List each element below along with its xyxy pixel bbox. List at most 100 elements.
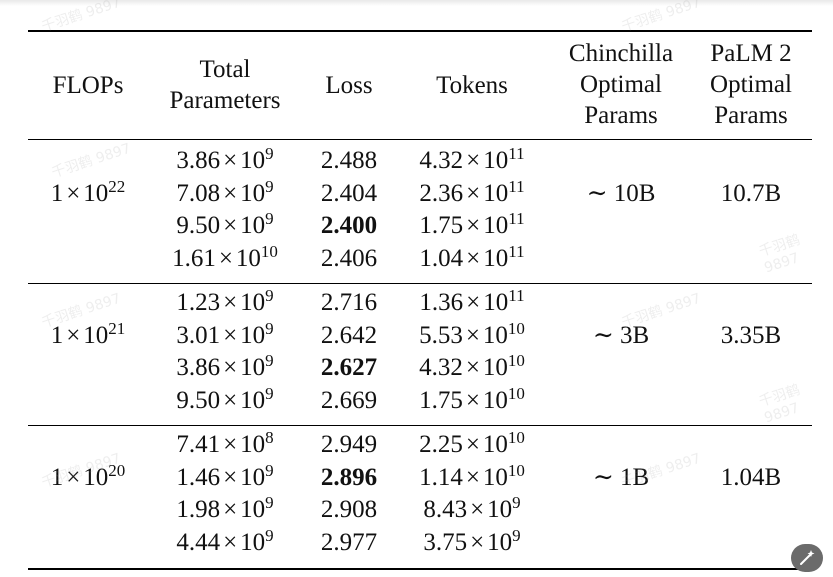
times-symbol: × bbox=[223, 179, 238, 207]
mantissa: 3.86 bbox=[176, 147, 221, 174]
params-cell: 1.46 × 109 bbox=[176, 460, 274, 491]
tokens-cell: 5.53 × 1010 bbox=[419, 318, 525, 349]
palm2-cell: 1.04B bbox=[720, 463, 782, 491]
exponent: 11 bbox=[508, 241, 525, 261]
loss-cell: 2.406 bbox=[320, 244, 378, 272]
mantissa: 1.75 bbox=[419, 212, 464, 239]
times-symbol: × bbox=[223, 528, 238, 556]
exponent: 22 bbox=[108, 176, 126, 196]
exponent: 21 bbox=[108, 318, 126, 338]
mantissa: 1.36 bbox=[419, 289, 464, 316]
times-symbol: × bbox=[466, 212, 481, 239]
exponent: 10 bbox=[507, 351, 525, 370]
params-cell: 1.23 × 109 bbox=[176, 286, 274, 316]
exponent: 11 bbox=[508, 209, 525, 228]
times-symbol: × bbox=[465, 463, 480, 491]
exponent: 11 bbox=[508, 176, 525, 196]
header-line: Parameters bbox=[169, 87, 281, 114]
mantissa: 3.01 bbox=[176, 321, 221, 349]
flops-cell: 1 × 1022 bbox=[50, 176, 126, 207]
edit-image-button[interactable] bbox=[791, 544, 823, 572]
mantissa: 3.75 bbox=[423, 528, 468, 556]
params-cell: 7.41 × 108 bbox=[176, 428, 274, 458]
header-chinchilla-optimal-params: Chinchilla Optimal Params bbox=[555, 38, 687, 131]
header-rule bbox=[28, 139, 812, 140]
tokens-cell: 8.43 × 109 bbox=[423, 493, 521, 523]
loss-cell: 2.404 bbox=[320, 179, 378, 207]
tokens-cell: 1.04 × 1011 bbox=[419, 241, 525, 272]
exponent: 9 bbox=[265, 286, 274, 305]
params-cell: 4.44 × 109 bbox=[176, 525, 274, 556]
tokens-cell: 1.36 × 1011 bbox=[419, 286, 525, 316]
mantissa: 4.32 bbox=[419, 147, 464, 174]
header-line: Params bbox=[714, 102, 788, 129]
times-symbol: × bbox=[466, 289, 481, 316]
mantissa: 1.23 bbox=[176, 289, 221, 316]
header-total-parameters: Total Parameters bbox=[150, 54, 300, 116]
tokens-cell: 4.32 × 1010 bbox=[419, 351, 525, 381]
times-symbol: × bbox=[66, 321, 81, 349]
exponent: 10 bbox=[507, 460, 525, 480]
header-palm2-optimal-params: PaLM 2 Optimal Params bbox=[690, 38, 812, 131]
palm2-cell: 10.7B bbox=[720, 179, 782, 207]
times-symbol: × bbox=[223, 431, 238, 458]
header-line: Optimal bbox=[580, 71, 662, 98]
header-line: Optimal bbox=[710, 71, 792, 98]
group-rule bbox=[28, 283, 812, 284]
loss-cell: 2.400 bbox=[320, 212, 378, 239]
mantissa: 1.61 bbox=[172, 244, 216, 272]
times-symbol: × bbox=[223, 147, 238, 174]
header-flops: FLOPs bbox=[52, 72, 124, 99]
exponent: 9 bbox=[265, 209, 274, 228]
times-symbol: × bbox=[466, 179, 481, 207]
flops-cell: 1 × 1020 bbox=[50, 460, 126, 491]
times-symbol: × bbox=[223, 289, 238, 316]
loss-cell: 2.896 bbox=[320, 463, 378, 491]
mantissa: 1 bbox=[50, 179, 64, 207]
watermark: 千羽鹤 9897 bbox=[49, 140, 133, 182]
header-line: PaLM 2 bbox=[710, 40, 792, 67]
mantissa: 4.32 bbox=[419, 354, 463, 381]
table-bottom-rule bbox=[28, 568, 812, 570]
times-symbol: × bbox=[465, 431, 480, 458]
tokens-cell: 3.75 × 109 bbox=[423, 525, 521, 556]
chinchilla-cell: ∼ 10B bbox=[586, 179, 656, 207]
header-line: Total bbox=[199, 56, 251, 83]
magic-wand-icon bbox=[800, 550, 815, 565]
times-symbol: × bbox=[466, 147, 481, 174]
exponent: 9 bbox=[265, 493, 274, 512]
exponent: 11 bbox=[508, 286, 525, 305]
mantissa: 4.44 bbox=[176, 528, 221, 556]
loss-cell: 2.488 bbox=[320, 147, 378, 174]
exponent: 9 bbox=[265, 383, 274, 403]
mantissa: 1.46 bbox=[176, 463, 221, 491]
mantissa: 2.25 bbox=[419, 431, 463, 458]
mantissa: 1.04 bbox=[419, 244, 464, 272]
params-cell: 3.86 × 109 bbox=[176, 144, 274, 174]
times-symbol: × bbox=[470, 496, 485, 523]
exponent: 9 bbox=[265, 460, 274, 480]
tokens-cell: 2.36 × 1011 bbox=[419, 176, 525, 207]
header-line: Chinchilla bbox=[568, 40, 674, 67]
loss-cell: 2.642 bbox=[320, 321, 378, 349]
mantissa: 1 bbox=[50, 463, 64, 491]
exponent: 8 bbox=[265, 428, 274, 447]
mantissa: 1 bbox=[50, 321, 64, 349]
exponent: 9 bbox=[512, 493, 521, 512]
watermark: 千羽鹤 9897 bbox=[757, 382, 803, 427]
times-symbol: × bbox=[223, 354, 238, 381]
exponent: 10 bbox=[260, 241, 278, 261]
times-symbol: × bbox=[466, 244, 481, 272]
times-symbol: × bbox=[465, 321, 480, 349]
mantissa: 9.50 bbox=[176, 212, 221, 239]
loss-cell: 2.627 bbox=[320, 354, 378, 381]
exponent: 10 bbox=[507, 428, 525, 447]
palm2-cell: 3.35B bbox=[720, 321, 782, 349]
exponent: 9 bbox=[265, 318, 274, 338]
params-cell: 3.86 × 109 bbox=[176, 351, 274, 381]
exponent: 10 bbox=[507, 318, 525, 338]
mantissa: 8.43 bbox=[423, 496, 468, 523]
tokens-cell: 4.32 × 1011 bbox=[419, 144, 525, 174]
params-cell: 9.50 × 109 bbox=[176, 209, 274, 239]
mantissa: 7.08 bbox=[176, 179, 221, 207]
